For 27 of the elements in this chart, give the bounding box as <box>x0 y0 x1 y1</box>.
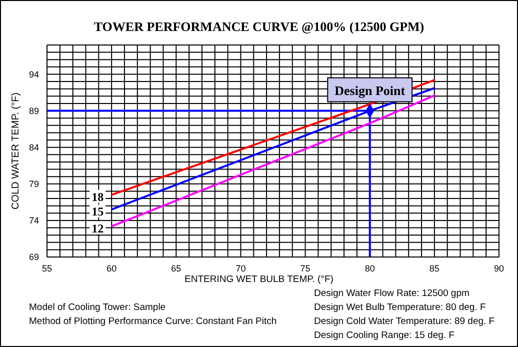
x-tick-label: 90 <box>494 263 504 274</box>
text: Model of Cooling Tower: Sample <box>29 301 167 315</box>
x-tick-label: 75 <box>300 263 310 274</box>
series-label: 15 <box>92 204 104 218</box>
x-tick-label: 70 <box>236 263 246 274</box>
y-tick-label: 89 <box>28 106 39 116</box>
x-axis-title: ENTERING WET BULB TEMP. (°F) <box>184 274 334 285</box>
series-label: 18 <box>92 190 104 204</box>
y-tick-label: 74 <box>28 216 39 226</box>
text: Design Wet Bulb Temperature: 80 deg. F <box>314 301 487 315</box>
x-tick-label: 60 <box>106 263 117 274</box>
series-label: 12 <box>92 221 104 236</box>
y-tick-label: 79 <box>28 179 39 190</box>
y-tick-label: 84 <box>28 142 39 153</box>
annotation: Design Point <box>334 82 406 98</box>
x-tick-label: 55 <box>42 263 52 274</box>
text: Design Cold Water Temperature: 89 deg. F <box>314 315 495 329</box>
text: Design Cooling Range: 15 deg. F <box>314 329 456 343</box>
chart-title: TOWER PERFORMANCE CURVE @100% (12500 GPM) <box>92 19 426 35</box>
y-axis-title: COLD WATER TEMP. (°F) <box>10 92 22 210</box>
y-tick-label: 94 <box>28 69 39 80</box>
y-tick-label: 69 <box>28 252 39 262</box>
x-tick-label: 85 <box>429 263 440 274</box>
text: Design Water Flow Rate: 12500 gpm <box>314 287 470 301</box>
x-tick-label: 65 <box>171 263 182 274</box>
text: Method of Plotting Performance Curve: Constant Fan Pitch <box>29 315 277 329</box>
x-tick-label: 80 <box>364 263 375 274</box>
